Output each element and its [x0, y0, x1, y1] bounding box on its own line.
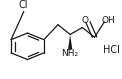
Text: HCl: HCl [103, 45, 119, 55]
Text: OH: OH [101, 16, 115, 25]
Text: Cl: Cl [18, 0, 28, 10]
Polygon shape [68, 34, 72, 50]
Text: O: O [82, 16, 89, 25]
Text: NH₂: NH₂ [62, 49, 79, 58]
